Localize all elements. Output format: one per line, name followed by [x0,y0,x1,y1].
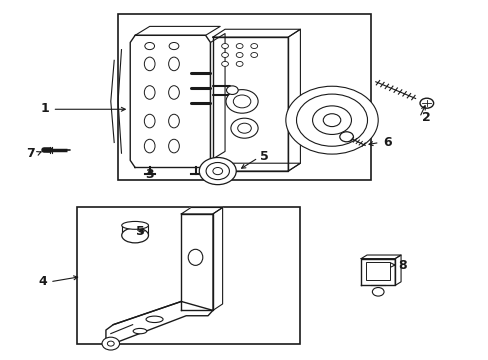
Ellipse shape [122,228,148,243]
Ellipse shape [146,316,163,323]
Bar [366,262,389,280]
Polygon shape [212,163,300,171]
Polygon shape [135,26,220,35]
Text: 7: 7 [26,147,35,160]
Ellipse shape [168,139,179,153]
Polygon shape [394,255,400,285]
Circle shape [237,123,251,133]
Bar [118,14,370,180]
Circle shape [225,90,258,113]
Text: 1: 1 [41,102,49,115]
Ellipse shape [168,86,179,99]
Circle shape [312,106,351,134]
Circle shape [144,42,154,50]
Polygon shape [210,33,224,160]
Circle shape [233,95,250,108]
Polygon shape [130,35,210,167]
Circle shape [339,132,353,142]
Circle shape [199,157,236,185]
Circle shape [221,44,228,49]
Circle shape [221,62,228,66]
Polygon shape [212,29,300,37]
Polygon shape [212,207,222,310]
Text: 4: 4 [38,275,47,288]
Circle shape [205,162,229,180]
Polygon shape [106,301,212,342]
Ellipse shape [168,114,179,128]
Bar [77,207,300,344]
Text: 2: 2 [422,111,430,124]
Ellipse shape [122,221,148,229]
Ellipse shape [133,328,146,334]
Ellipse shape [144,114,155,128]
Circle shape [226,86,238,94]
Circle shape [296,94,367,146]
Circle shape [250,53,257,58]
Circle shape [236,62,243,66]
Text: 5: 5 [259,150,268,163]
Circle shape [102,337,119,350]
Polygon shape [181,207,222,214]
Circle shape [169,42,179,50]
Polygon shape [287,29,300,171]
Circle shape [285,86,377,154]
Circle shape [212,167,222,175]
Ellipse shape [168,57,179,71]
Circle shape [419,98,433,108]
Circle shape [236,44,243,49]
Circle shape [323,114,340,127]
Polygon shape [361,258,394,285]
Text: 8: 8 [397,259,406,272]
Circle shape [250,44,257,49]
Ellipse shape [144,86,155,99]
Polygon shape [212,163,224,184]
Circle shape [107,341,114,346]
Ellipse shape [144,139,155,153]
Polygon shape [212,37,287,171]
Circle shape [372,288,383,296]
Polygon shape [181,214,212,310]
Circle shape [230,118,258,138]
Text: 5: 5 [135,225,144,238]
Ellipse shape [144,57,155,71]
Polygon shape [361,255,400,258]
Polygon shape [122,225,148,235]
Circle shape [236,53,243,58]
Text: 6: 6 [383,136,391,149]
Circle shape [221,53,228,58]
Text: 3: 3 [145,168,154,181]
Ellipse shape [188,249,203,265]
